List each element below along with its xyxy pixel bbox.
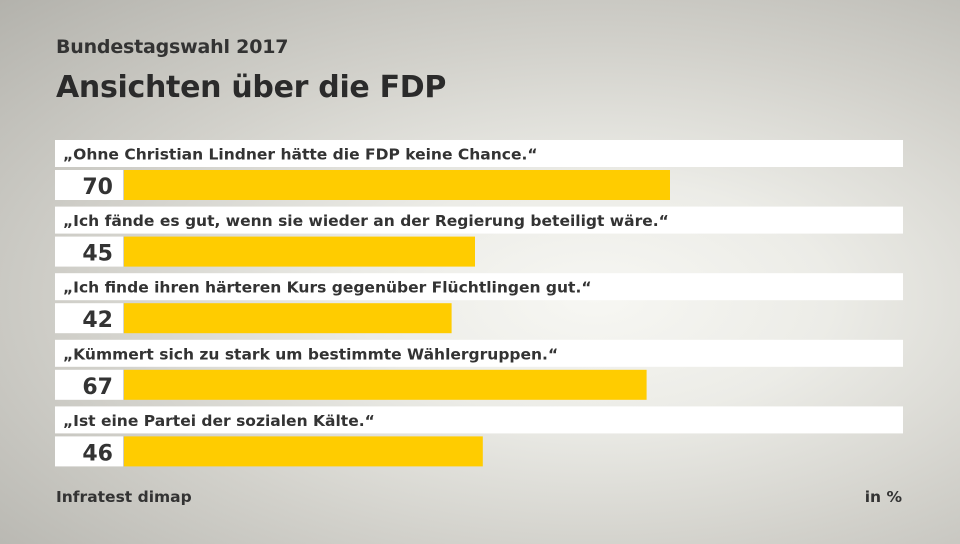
value-label: 67 [82,375,113,400]
value-label: 70 [82,175,113,200]
chart-title: Ansichten über die FDP [56,70,447,105]
category-label-box [55,140,903,167]
bar [124,303,452,334]
bar [124,369,647,400]
category-label-box [55,339,903,367]
value-label-box [55,170,123,200]
category-label: „Ich fände es gut, wenn sie wieder an de… [63,212,669,230]
bar [124,170,670,200]
chart-subtitle: Bundestagswahl 2017 [56,36,289,58]
category-label: „Ist eine Partei der sozialen Kälte.“ [63,412,375,430]
value-label: 45 [82,242,113,267]
category-label: „Ohne Christian Lindner hätte die FDP ke… [63,146,538,164]
category-label-box [55,406,903,434]
category-label-box [55,273,903,301]
unit-label: in % [864,488,902,506]
value-label-box [55,369,123,400]
value-label: 46 [82,441,113,466]
category-label-box [55,206,903,234]
source-label: Infratest dimap [56,488,192,506]
category-label: „Ich finde ihren härteren Kurs gegenüber… [63,279,592,297]
value-label-box [55,303,123,334]
value-label: 42 [82,308,113,333]
bar [124,236,475,267]
value-label-box [55,436,123,467]
bar [124,436,483,467]
category-label: „Kümmert sich zu stark um bestimmte Wähl… [63,345,558,363]
value-label-box [55,236,123,267]
